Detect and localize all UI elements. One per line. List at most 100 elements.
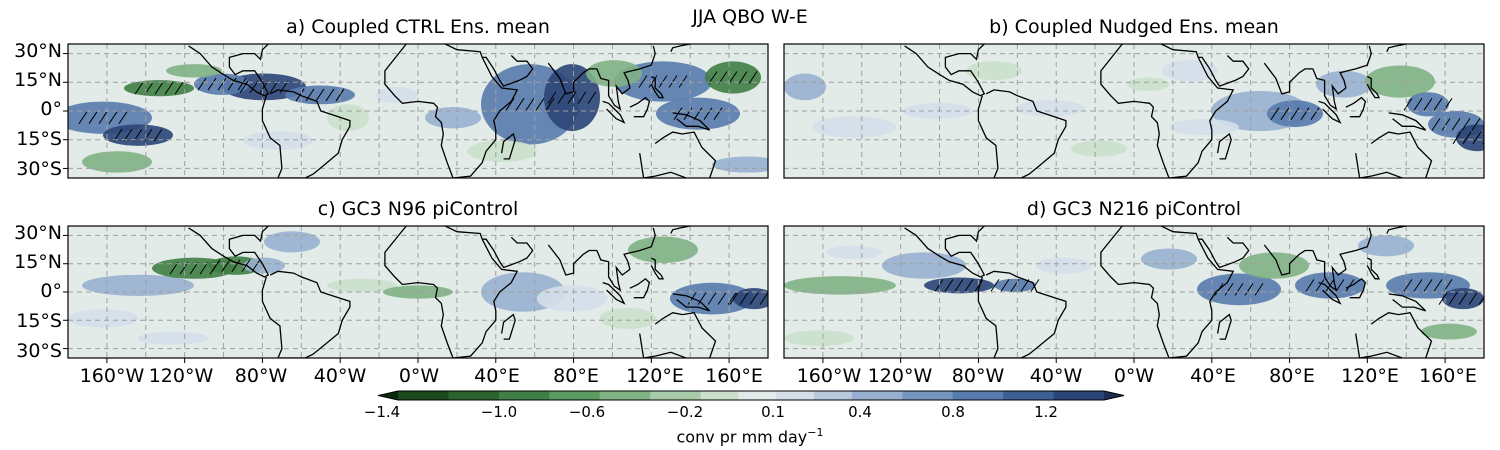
map-panel-a bbox=[63, 43, 769, 179]
lat-tick-0-bottom: 0° bbox=[40, 280, 62, 302]
colorbar-bin bbox=[448, 391, 500, 400]
anomaly-region bbox=[826, 245, 882, 259]
colorbar-bin bbox=[1003, 391, 1055, 400]
anomaly-region bbox=[537, 285, 607, 312]
anomaly-region bbox=[1141, 248, 1197, 270]
map-panel-c bbox=[63, 225, 769, 363]
colorbar-bin bbox=[398, 391, 449, 400]
anomaly-region bbox=[243, 131, 313, 150]
significance-hatching bbox=[1270, 98, 1484, 145]
anomaly-region bbox=[628, 236, 698, 263]
anomaly-region bbox=[1421, 323, 1477, 340]
colorbar-tick-7: 0.8 bbox=[941, 403, 965, 421]
lon-tick-120w-left: 120°W bbox=[148, 365, 214, 387]
map-panel-d bbox=[783, 225, 1485, 363]
anomaly-region bbox=[966, 61, 1022, 81]
colorbar-bin bbox=[1053, 391, 1105, 400]
lon-tick-80e-right: 80°E bbox=[1269, 365, 1315, 387]
anomaly-region bbox=[1169, 119, 1239, 136]
coastlines bbox=[188, 226, 717, 358]
anomaly-region bbox=[1036, 257, 1092, 274]
anomaly-region bbox=[138, 331, 208, 345]
colorbar-bin bbox=[650, 391, 702, 400]
gridlines bbox=[68, 44, 768, 178]
lat-tick-30n-bottom: 30°N bbox=[14, 222, 62, 244]
coastlines bbox=[904, 226, 1433, 358]
colorbar-tick-2: −1.0 bbox=[480, 403, 518, 421]
anomaly-region bbox=[264, 231, 320, 253]
anomaly-region bbox=[68, 309, 138, 328]
colorbar-label-text: conv pr mm day bbox=[676, 427, 808, 447]
panel-d-title: d) GC3 N216 piControl bbox=[1026, 198, 1242, 220]
map-frame bbox=[783, 43, 1485, 179]
panel-b-title: b) Coupled Nudged Ens. mean bbox=[989, 16, 1279, 38]
figure-suptitle: JJA QBO W-E bbox=[692, 6, 808, 28]
colorbar-bin bbox=[776, 391, 815, 400]
colorbar-outline bbox=[377, 390, 1125, 401]
colorbar-tick-5: 0.1 bbox=[761, 403, 785, 421]
anomaly-region bbox=[1015, 100, 1085, 117]
anomaly-region bbox=[425, 106, 481, 129]
anomaly-region bbox=[586, 60, 642, 87]
anomaly-region bbox=[1239, 252, 1309, 279]
colorbar-label: conv pr mm day−1 bbox=[600, 426, 900, 446]
anomaly-region bbox=[1358, 235, 1414, 257]
colorbar-extend-max bbox=[1104, 391, 1124, 400]
map-panel-b bbox=[783, 43, 1485, 179]
colorbar-bin bbox=[814, 391, 853, 400]
anomaly-region bbox=[376, 86, 418, 103]
lon-tick-160e-right: 160°E bbox=[1419, 365, 1477, 387]
colorbar-bin bbox=[851, 391, 903, 400]
coastlines bbox=[904, 44, 1433, 178]
anomaly-region bbox=[327, 104, 369, 132]
lon-tick-40e-right: 40°E bbox=[1190, 365, 1236, 387]
colorbar-bin bbox=[700, 391, 739, 400]
anomaly-region bbox=[882, 252, 966, 279]
anomaly-region bbox=[166, 64, 222, 78]
gridlines bbox=[68, 226, 768, 358]
lon-tick-80w-left: 80°W bbox=[234, 365, 288, 387]
anomaly-region bbox=[82, 151, 152, 173]
coastlines bbox=[188, 44, 717, 178]
lon-tick-160w-left: 160°W bbox=[79, 365, 145, 387]
lon-tick-80w-right: 80°W bbox=[951, 365, 1005, 387]
panel-a-title: a) Coupled CTRL Ens. mean bbox=[286, 16, 550, 38]
colorbar-tick-1: −1.4 bbox=[363, 403, 401, 421]
gridlines bbox=[784, 44, 1484, 178]
lat-tick-0-top: 0° bbox=[40, 98, 62, 120]
lon-tick-160e-left: 160°E bbox=[705, 365, 763, 387]
colorbar-bin bbox=[498, 391, 550, 400]
lon-tick-120e-left: 120°E bbox=[626, 365, 684, 387]
significance-hatching bbox=[78, 71, 758, 142]
anomaly-region bbox=[1456, 124, 1484, 152]
anomaly-region bbox=[784, 330, 854, 347]
lon-tick-120e-right: 120°E bbox=[1341, 365, 1399, 387]
colorbar-bin bbox=[599, 391, 651, 400]
colorbar-bin bbox=[549, 391, 601, 400]
anomaly-region bbox=[1162, 60, 1218, 82]
lon-tick-40e-left: 40°E bbox=[474, 365, 520, 387]
lat-tick-15n-top: 15°N bbox=[14, 69, 62, 91]
anomaly-region bbox=[1071, 140, 1127, 157]
lat-tick-30s-top: 30°S bbox=[16, 158, 62, 180]
anomaly-region bbox=[812, 116, 896, 138]
colorbar bbox=[377, 390, 1125, 401]
anomaly-region bbox=[784, 276, 896, 295]
lon-tick-160w-right: 160°W bbox=[796, 365, 862, 387]
lat-tick-15s-bottom: 15°S bbox=[16, 310, 62, 332]
colorbar-tick-8: 1.2 bbox=[1034, 403, 1058, 421]
lat-tick-15s-top: 15°S bbox=[16, 128, 62, 150]
colorbar-tick-4: −0.2 bbox=[666, 403, 704, 421]
significance-hatching bbox=[169, 259, 768, 305]
colorbar-label-unit-exponent: −1 bbox=[807, 426, 824, 439]
panel-c-title: c) GC3 N96 piControl bbox=[317, 198, 519, 220]
lat-tick-30s-bottom: 30°S bbox=[16, 340, 62, 362]
anomaly-region bbox=[733, 288, 768, 310]
colorbar-tick-3: −0.6 bbox=[568, 403, 606, 421]
colorbar-bin bbox=[738, 391, 777, 400]
lon-tick-120w-right: 120°W bbox=[867, 365, 933, 387]
lon-tick-80e-left: 80°E bbox=[553, 365, 599, 387]
anomaly-region bbox=[1127, 77, 1169, 91]
anomaly-region bbox=[1316, 70, 1372, 98]
